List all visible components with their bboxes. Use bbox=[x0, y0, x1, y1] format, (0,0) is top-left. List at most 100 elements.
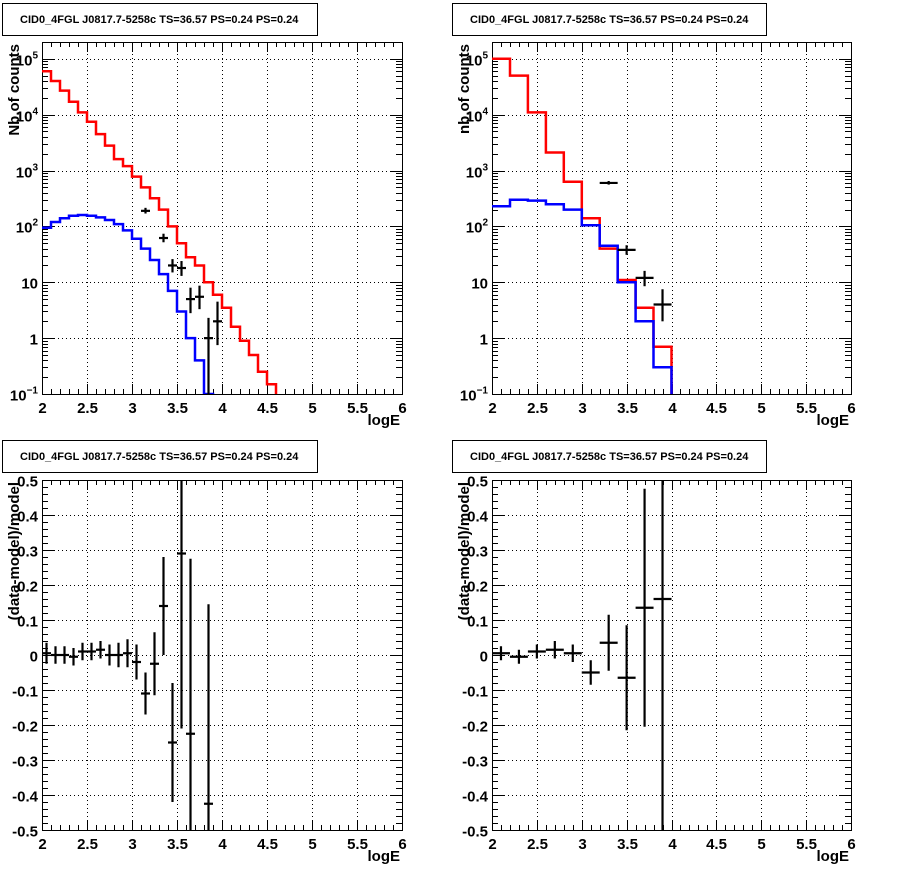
y-tick-label: 104 bbox=[16, 107, 39, 126]
data-point bbox=[635, 270, 654, 287]
data-point bbox=[141, 207, 150, 214]
data-point bbox=[87, 642, 96, 661]
x-tick-label: 3.5 bbox=[617, 400, 638, 417]
data-point bbox=[653, 289, 672, 322]
data-point bbox=[159, 233, 168, 243]
y-tick-label: 0.5 bbox=[17, 474, 38, 491]
x-tick-label: 5 bbox=[757, 836, 765, 853]
x-tick-label: 2 bbox=[38, 400, 46, 417]
data-point bbox=[617, 245, 636, 255]
y-tick-label: -0.5 bbox=[462, 824, 488, 841]
y-tick-label: 0.3 bbox=[17, 544, 38, 561]
y-tick-label: 0.1 bbox=[17, 614, 38, 631]
x-axis-label: logE bbox=[368, 848, 401, 865]
y-tick-label: -0.3 bbox=[12, 754, 38, 771]
y-tick-label: 104 bbox=[466, 107, 489, 126]
x-tick-label: 4.5 bbox=[257, 836, 278, 853]
chart-title: CID0_4FGL J0817.7-5258c TS=36.57 PS=0.24… bbox=[20, 14, 299, 26]
data-point bbox=[123, 639, 132, 668]
y-tick-label: 0.5 bbox=[467, 474, 488, 491]
x-axis-label: logE bbox=[368, 412, 401, 429]
data-point bbox=[617, 625, 636, 731]
data-point bbox=[599, 614, 618, 671]
y-tick-label: 0 bbox=[480, 649, 488, 666]
x-tick-label: 6 bbox=[847, 836, 855, 853]
data-point bbox=[509, 649, 528, 664]
data-point bbox=[51, 646, 60, 664]
data-point bbox=[96, 641, 105, 659]
data-point bbox=[635, 488, 654, 727]
y-tick-label: 0.3 bbox=[467, 544, 488, 561]
data-point bbox=[653, 480, 672, 830]
x-tick-label: 4 bbox=[668, 836, 677, 853]
data-point bbox=[581, 660, 600, 685]
data-point bbox=[114, 642, 123, 668]
y-tick-label: 10 bbox=[471, 276, 488, 293]
data-point bbox=[168, 683, 177, 802]
data-point bbox=[69, 648, 78, 666]
x-tick-label: 5.5 bbox=[347, 836, 368, 853]
y-tick-label: 10−1 bbox=[10, 386, 39, 405]
chart-title: CID0_4FGL J0817.7-5258c TS=36.57 PS=0.24… bbox=[470, 14, 749, 26]
y-tick-label: -0.1 bbox=[12, 684, 38, 701]
x-tick-label: 4.5 bbox=[257, 400, 278, 417]
data-point bbox=[60, 646, 69, 664]
x-axis-label: logE bbox=[817, 848, 850, 865]
x-tick-label: 2.5 bbox=[77, 836, 98, 853]
y-tick-label: -0.4 bbox=[12, 789, 39, 806]
y-tick-label: 0.1 bbox=[467, 614, 488, 631]
data-point bbox=[42, 642, 51, 664]
y-tick-label: 0.2 bbox=[467, 579, 488, 596]
model-component-line bbox=[42, 213, 215, 394]
data-point bbox=[195, 285, 204, 310]
x-tick-label: 6 bbox=[398, 400, 406, 417]
y-axis-label: (data-model)/model bbox=[6, 482, 23, 620]
y-tick-label: 10−1 bbox=[460, 386, 489, 405]
x-tick-label: 4 bbox=[218, 836, 227, 853]
x-tick-label: 2.5 bbox=[77, 400, 98, 417]
data-point bbox=[159, 557, 168, 655]
x-tick-label: 6 bbox=[398, 836, 406, 853]
title-box bbox=[2, 3, 318, 36]
x-tick-label: 2 bbox=[38, 836, 46, 853]
y-tick-label: 1 bbox=[30, 332, 38, 349]
data-point bbox=[78, 642, 87, 661]
y-tick-label: 0.4 bbox=[17, 509, 39, 526]
x-tick-label: 2 bbox=[488, 836, 496, 853]
x-tick-label: 2.5 bbox=[527, 836, 548, 853]
y-tick-label: 103 bbox=[16, 163, 39, 182]
x-tick-label: 4 bbox=[218, 400, 227, 417]
data-point bbox=[213, 301, 222, 346]
x-tick-label: 5.5 bbox=[347, 400, 368, 417]
x-tick-label: 4.5 bbox=[706, 400, 727, 417]
data-point bbox=[204, 604, 213, 830]
x-tick-label: 4.5 bbox=[706, 836, 727, 853]
title-box bbox=[2, 440, 318, 473]
y-axis-label: Nb.of counts bbox=[6, 44, 23, 136]
title-box bbox=[452, 440, 767, 473]
y-tick-label: -0.2 bbox=[462, 719, 488, 736]
x-tick-label: 3 bbox=[128, 836, 136, 853]
y-tick-label: 0.2 bbox=[17, 579, 38, 596]
x-tick-label: 3.5 bbox=[167, 836, 188, 853]
data-point bbox=[204, 317, 213, 394]
x-tick-label: 5.5 bbox=[796, 836, 817, 853]
y-tick-label: 103 bbox=[466, 163, 489, 182]
data-point bbox=[599, 180, 618, 185]
counts-panel-left: CID0_4FGL J0817.7-5258c TS=36.57 PS=0.24… bbox=[2, 3, 407, 429]
model-component-line bbox=[492, 198, 673, 394]
title-box bbox=[452, 3, 767, 36]
x-tick-label: 3 bbox=[578, 836, 586, 853]
x-axis-label: logE bbox=[817, 412, 850, 429]
chart-title: CID0_4FGL J0817.7-5258c TS=36.57 PS=0.24… bbox=[20, 451, 299, 463]
data-point bbox=[527, 644, 546, 659]
x-tick-label: 6 bbox=[847, 400, 855, 417]
x-tick-label: 4 bbox=[668, 400, 677, 417]
counts-panel-right: CID0_4FGL J0817.7-5258c TS=36.57 PS=0.24… bbox=[452, 3, 856, 429]
y-tick-label: 105 bbox=[466, 51, 489, 70]
y-tick-label: -0.1 bbox=[462, 684, 488, 701]
x-tick-label: 2 bbox=[488, 400, 496, 417]
x-tick-label: 3 bbox=[128, 400, 136, 417]
x-tick-label: 5.5 bbox=[796, 400, 817, 417]
